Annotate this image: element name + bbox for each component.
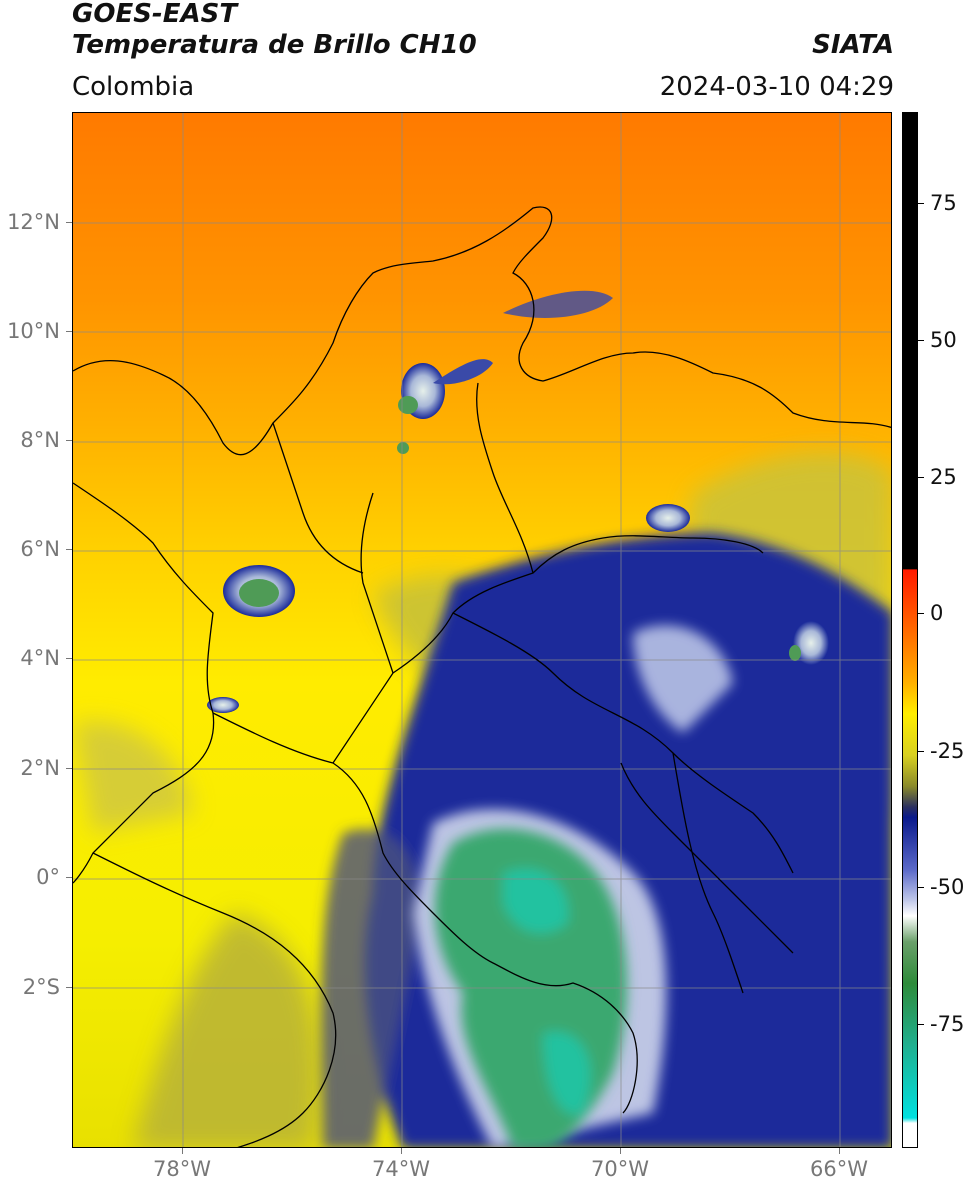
colorbar-tick <box>918 340 924 341</box>
timestamp-label: 2024-03-10 04:29 <box>659 72 894 102</box>
storm-cells <box>207 290 829 713</box>
gridlines <box>73 113 891 1147</box>
colorbar-gradient <box>903 113 917 1147</box>
lat-tick <box>66 222 72 223</box>
colorbar-tick <box>918 613 924 614</box>
colorbar-label-neg50: -50 <box>930 875 965 899</box>
lon-label-70w: 70°W <box>591 1157 649 1181</box>
lon-tick <box>620 1148 621 1154</box>
lat-label-0: 0° <box>36 865 60 889</box>
colorbar-tick <box>918 887 924 888</box>
lat-label-2s: 2°S <box>22 975 60 999</box>
colorbar-tick <box>918 751 924 752</box>
lat-label-6n: 6°N <box>20 537 60 561</box>
lat-tick <box>66 549 72 550</box>
lat-tick <box>66 987 72 988</box>
colorbar-tick <box>918 477 924 478</box>
lat-label-12n: 12°N <box>7 210 60 234</box>
colorbar-tick <box>918 203 924 204</box>
colorbar-label-25: 25 <box>930 465 957 489</box>
colorbar-label-0: 0 <box>930 601 944 625</box>
colorbar-tick <box>918 1024 924 1025</box>
source-label: SIATA <box>812 30 894 60</box>
lat-label-2n: 2°N <box>20 756 60 780</box>
title-line-1: GOES-EAST <box>72 0 238 29</box>
title-line-2: Temperatura de Brillo CH10 <box>72 30 477 60</box>
lat-label-8n: 8°N <box>20 428 60 452</box>
lat-tick <box>66 440 72 441</box>
lon-tick <box>182 1148 183 1154</box>
lat-tick <box>66 331 72 332</box>
lon-label-74w: 74°W <box>372 1157 430 1181</box>
lon-tick <box>839 1148 840 1154</box>
lat-label-4n: 4°N <box>20 646 60 670</box>
colorbar-label-75: 75 <box>930 191 957 215</box>
borders-coastlines <box>73 206 891 1147</box>
lon-label-78w: 78°W <box>153 1157 211 1181</box>
lon-tick <box>401 1148 402 1154</box>
lat-label-10n: 10°N <box>7 319 60 343</box>
colorbar <box>902 112 918 1148</box>
region-label: Colombia <box>72 72 195 102</box>
colorbar-label-neg25: -25 <box>930 739 965 763</box>
colorbar-label-50: 50 <box>930 328 957 352</box>
lat-tick <box>66 658 72 659</box>
lat-tick <box>66 768 72 769</box>
satellite-map <box>72 112 892 1148</box>
lon-label-66w: 66°W <box>810 1157 868 1181</box>
colorbar-label-neg75: -75 <box>930 1012 965 1036</box>
lat-tick <box>66 877 72 878</box>
